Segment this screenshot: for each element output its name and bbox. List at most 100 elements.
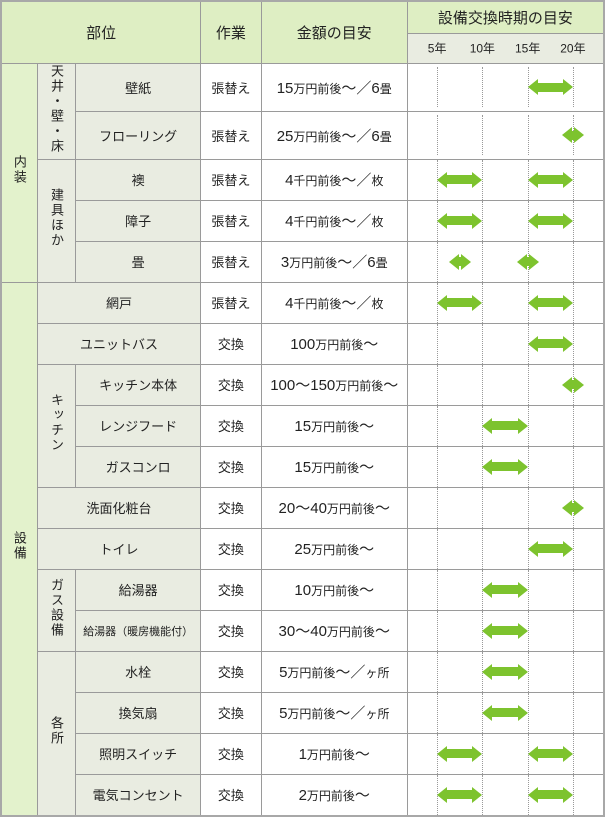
cost-cell: 20〜40万円前後〜 — [260, 486, 408, 529]
table-row: 給湯器（暖房機能付） 交換 30〜40万円前後〜 — [1, 609, 605, 652]
replacement-arrow — [561, 126, 584, 144]
arrow-bar — [492, 421, 518, 430]
arrow-bar — [571, 130, 574, 140]
table-row: 建具ほか襖張替え 4千円前後〜／枚 — [1, 158, 605, 283]
replacement-arrow — [527, 786, 573, 804]
table-row: 設備 網戸 張替え 4千円前後〜／枚 — [0, 281, 605, 816]
replacement-arrow — [482, 581, 528, 599]
item-cell: フローリング — [75, 110, 202, 160]
replacement-arrow — [527, 78, 573, 96]
arrowhead-right-icon — [528, 253, 539, 270]
timeline-track — [408, 115, 603, 155]
timeline-track — [408, 611, 603, 650]
cost-cell: 15万円前後〜 — [260, 404, 408, 447]
arrow-bar — [526, 257, 529, 266]
year-gridline — [437, 488, 439, 527]
replacement-arrow — [527, 171, 573, 189]
cost-cell: 4千円前後〜／枚 — [260, 199, 408, 242]
arrowhead-left-icon — [527, 79, 538, 95]
subsection-label: 天井・壁・床 — [36, 62, 77, 160]
item-cell: 給湯器 — [75, 568, 202, 611]
cost-cell: 3万円前後〜／6畳 — [260, 240, 408, 283]
arrowhead-right-icon — [517, 704, 528, 721]
item-cell: ガスコンロ — [75, 445, 202, 488]
arrowhead-left-icon — [482, 622, 493, 639]
arrowhead-right-icon — [573, 499, 584, 516]
year-gridline — [437, 67, 439, 107]
timeline-track — [408, 406, 603, 445]
arrowhead-left-icon — [482, 581, 493, 598]
arrowhead-left-icon — [561, 499, 572, 516]
year-gridline — [437, 406, 439, 445]
cost-cell: 4千円前後〜／枚 — [260, 281, 408, 324]
arrow-bar — [447, 298, 473, 307]
year-gridline — [482, 529, 484, 568]
year-label: 10年 — [469, 41, 496, 56]
year-gridline — [527, 652, 529, 691]
arrowhead-right-icon — [472, 786, 483, 803]
arrow-bar — [492, 667, 518, 676]
arrow-bar — [492, 626, 518, 635]
subsection-label: 建具ほか — [36, 158, 77, 283]
year-gridline — [437, 447, 439, 486]
year-gridline — [437, 693, 439, 732]
item-cell: 電気コンセント — [75, 773, 202, 816]
table-row: キッチン キッチン本体 交換 100〜150万円前後〜 — [1, 363, 605, 488]
item-cell: 襖 — [75, 158, 202, 201]
cost-cell: 5万円前後〜／ヶ所 — [260, 650, 408, 693]
item-cell: 洗面化粧台 — [36, 486, 202, 529]
year-gridline — [572, 570, 574, 609]
year-gridline — [482, 324, 484, 363]
replacement-arrow — [516, 253, 539, 271]
header-timeline: 設備交換時期の目安 — [406, 0, 605, 34]
timeline-cell — [406, 158, 605, 201]
cost-cell: 25万円前後〜 — [260, 527, 408, 570]
timeline-track — [408, 160, 603, 199]
arrowhead-right-icon — [460, 253, 471, 270]
arrowhead-left-icon — [527, 171, 538, 188]
year-scale: 5年 10年 15年 20年 — [406, 32, 605, 64]
timeline-cell — [406, 322, 605, 365]
arrowhead-left-icon — [482, 417, 493, 434]
arrowhead-right-icon — [562, 79, 573, 95]
timeline-track — [408, 201, 603, 240]
arrowhead-left-icon — [561, 127, 572, 143]
work-cell: 交換 — [200, 527, 262, 570]
timeline-track — [408, 693, 603, 732]
year-gridline — [572, 67, 574, 107]
item-cell: 網戸 — [36, 281, 202, 324]
replacement-arrow — [527, 540, 573, 558]
timeline-cell — [406, 62, 605, 112]
arrow-bar — [492, 462, 518, 471]
year-gridline — [527, 488, 529, 527]
item-cell: 水栓 — [75, 650, 202, 693]
year-gridline — [527, 365, 529, 404]
table-row: レンジフード 交換 15万円前後〜 — [1, 404, 605, 447]
arrow-bar — [571, 380, 574, 389]
replacement-arrow — [482, 622, 528, 640]
timeline-track — [408, 734, 603, 773]
section-label-text: 設備 — [11, 531, 27, 561]
work-cell: 張替え — [200, 281, 262, 324]
timeline-cell — [406, 110, 605, 160]
work-cell: 交換 — [200, 363, 262, 406]
arrowhead-right-icon — [562, 335, 573, 352]
table-row: トイレ 交換 25万円前後〜 — [1, 527, 605, 570]
arrow-bar — [447, 175, 473, 184]
year-gridline — [527, 447, 529, 486]
table-row: 障子 張替え 4千円前後〜／枚 — [1, 199, 605, 242]
table-row: 畳張替え 3万円前後〜／6畳 — [1, 240, 605, 283]
item-cell: レンジフード — [75, 404, 202, 447]
subsection-label-text: 建具ほか — [48, 188, 64, 248]
year-gridline — [572, 693, 574, 732]
work-cell: 交換 — [200, 609, 262, 652]
arrow-bar — [447, 216, 473, 225]
year-gridline — [437, 570, 439, 609]
year-gridline — [482, 734, 484, 773]
arrowhead-left-icon — [482, 663, 493, 680]
arrowhead-right-icon — [562, 786, 573, 803]
work-cell: 交換 — [200, 445, 262, 488]
item-cell: 給湯器（暖房機能付） — [75, 609, 202, 652]
timeline-cell — [406, 486, 605, 529]
arrowhead-right-icon — [517, 458, 528, 475]
